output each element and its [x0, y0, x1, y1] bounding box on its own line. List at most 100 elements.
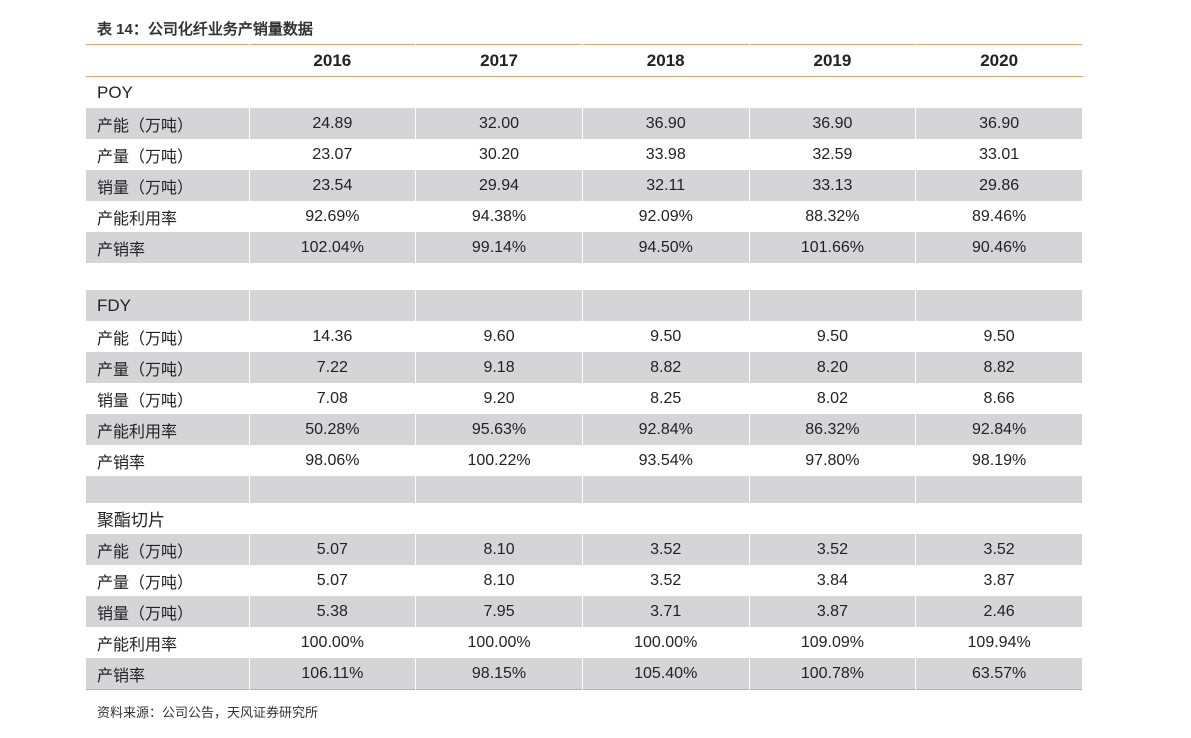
value-cell: 94.50% [582, 232, 750, 263]
row-label: 销量（万吨） [86, 383, 250, 414]
empty-cell [249, 476, 417, 503]
empty-cell [915, 476, 1083, 503]
value-cell: 32.11 [582, 170, 750, 201]
empty-cell [249, 503, 417, 534]
header-cell: 2016 [249, 44, 417, 77]
value-cell: 8.20 [749, 352, 917, 383]
value-cell: 24.89 [249, 108, 417, 139]
value-cell: 90.46% [915, 232, 1083, 263]
empty-cell [915, 503, 1083, 534]
value-cell: 93.54% [582, 445, 750, 476]
value-cell: 23.54 [249, 170, 417, 201]
row-label: 产能利用率 [86, 414, 250, 445]
data-table: 2016 2017 2018 2019 2020 POY 产能（万吨） 24.89 32.00… [86, 44, 1083, 690]
value-cell: 100.00% [582, 627, 750, 658]
empty-cell [749, 503, 917, 534]
data-row: 产销率 102.04% 99.14% 94.50% 101.66% 90.46% [86, 232, 1083, 263]
section-name: 聚酯切片 [86, 503, 250, 534]
value-cell: 8.82 [915, 352, 1083, 383]
value-cell: 5.07 [249, 534, 417, 565]
value-cell: 3.71 [582, 596, 750, 627]
empty-cell [749, 263, 917, 290]
row-label: 产量（万吨） [86, 352, 250, 383]
data-row: 产能利用率 100.00% 100.00% 100.00% 109.09% 109.94% [86, 627, 1083, 658]
row-label: 销量（万吨） [86, 170, 250, 201]
row-label: 产销率 [86, 445, 250, 476]
empty-cell [915, 263, 1083, 290]
empty-cell [249, 76, 417, 108]
value-cell: 33.13 [749, 170, 917, 201]
value-cell: 32.00 [415, 108, 583, 139]
value-cell: 100.78% [749, 658, 917, 690]
value-cell: 9.50 [915, 321, 1083, 352]
section-row: POY [86, 76, 1083, 108]
value-cell: 3.52 [582, 565, 750, 596]
value-cell: 92.84% [915, 414, 1083, 445]
empty-cell [582, 263, 750, 290]
empty-cell [415, 76, 583, 108]
value-cell: 36.90 [915, 108, 1083, 139]
value-cell: 8.82 [582, 352, 750, 383]
value-cell: 5.07 [249, 565, 417, 596]
value-cell: 97.80% [749, 445, 917, 476]
value-cell: 29.94 [415, 170, 583, 201]
empty-cell [249, 263, 417, 290]
value-cell: 105.40% [582, 658, 750, 690]
value-cell: 9.20 [415, 383, 583, 414]
value-cell: 9.50 [749, 321, 917, 352]
data-row: 产销率 106.11% 98.15% 105.40% 100.78% 63.57% [86, 658, 1083, 690]
section-name: FDY [86, 290, 250, 321]
value-cell: 3.84 [749, 565, 917, 596]
value-cell: 33.98 [582, 139, 750, 170]
value-cell: 106.11% [249, 658, 417, 690]
empty-cell [915, 76, 1083, 108]
empty-cell [249, 290, 417, 321]
value-cell: 2.46 [915, 596, 1083, 627]
value-cell: 8.10 [415, 534, 583, 565]
value-cell: 50.28% [249, 414, 417, 445]
value-cell: 8.25 [582, 383, 750, 414]
data-row: 产能利用率 92.69% 94.38% 92.09% 88.32% 89.46% [86, 201, 1083, 232]
value-cell: 98.06% [249, 445, 417, 476]
value-cell: 3.87 [915, 565, 1083, 596]
value-cell: 29.86 [915, 170, 1083, 201]
spacer-row [86, 263, 1083, 290]
table-title: 表 14：公司化纤业务产销量数据 [97, 21, 313, 38]
empty-cell [582, 503, 750, 534]
value-cell: 92.84% [582, 414, 750, 445]
row-label: 产能（万吨） [86, 108, 250, 139]
data-row: 产能（万吨） 24.89 32.00 36.90 36.90 36.90 [86, 108, 1083, 139]
row-label: 产能（万吨） [86, 321, 250, 352]
value-cell: 109.09% [749, 627, 917, 658]
section-name: POY [86, 76, 250, 108]
empty-cell [749, 76, 917, 108]
value-cell: 32.59 [749, 139, 917, 170]
empty-cell [415, 290, 583, 321]
data-row: 销量（万吨） 7.08 9.20 8.25 8.02 8.66 [86, 383, 1083, 414]
value-cell: 3.52 [749, 534, 917, 565]
empty-cell [582, 476, 750, 503]
section-row: FDY [86, 290, 1083, 321]
data-row: 销量（万吨） 5.38 7.95 3.71 3.87 2.46 [86, 596, 1083, 627]
spacer-row [86, 476, 1083, 503]
data-row: 产能（万吨） 14.36 9.60 9.50 9.50 9.50 [86, 321, 1083, 352]
value-cell: 92.69% [249, 201, 417, 232]
value-cell: 5.38 [249, 596, 417, 627]
value-cell: 36.90 [582, 108, 750, 139]
row-label: 产能利用率 [86, 627, 250, 658]
data-row: 产销率 98.06% 100.22% 93.54% 97.80% 98.19% [86, 445, 1083, 476]
value-cell: 8.02 [749, 383, 917, 414]
row-label: 产能（万吨） [86, 534, 250, 565]
row-label: 产量（万吨） [86, 139, 250, 170]
value-cell: 8.66 [915, 383, 1083, 414]
row-label: 产销率 [86, 658, 250, 690]
value-cell: 7.95 [415, 596, 583, 627]
data-row: 产量（万吨） 7.22 9.18 8.82 8.20 8.82 [86, 352, 1083, 383]
data-row: 产能（万吨） 5.07 8.10 3.52 3.52 3.52 [86, 534, 1083, 565]
header-cell: 2017 [415, 44, 583, 77]
value-cell: 23.07 [249, 139, 417, 170]
value-cell: 3.52 [582, 534, 750, 565]
row-label: 产量（万吨） [86, 565, 250, 596]
source-note: 资料来源：公司公告，天风证券研究所 [97, 705, 319, 720]
